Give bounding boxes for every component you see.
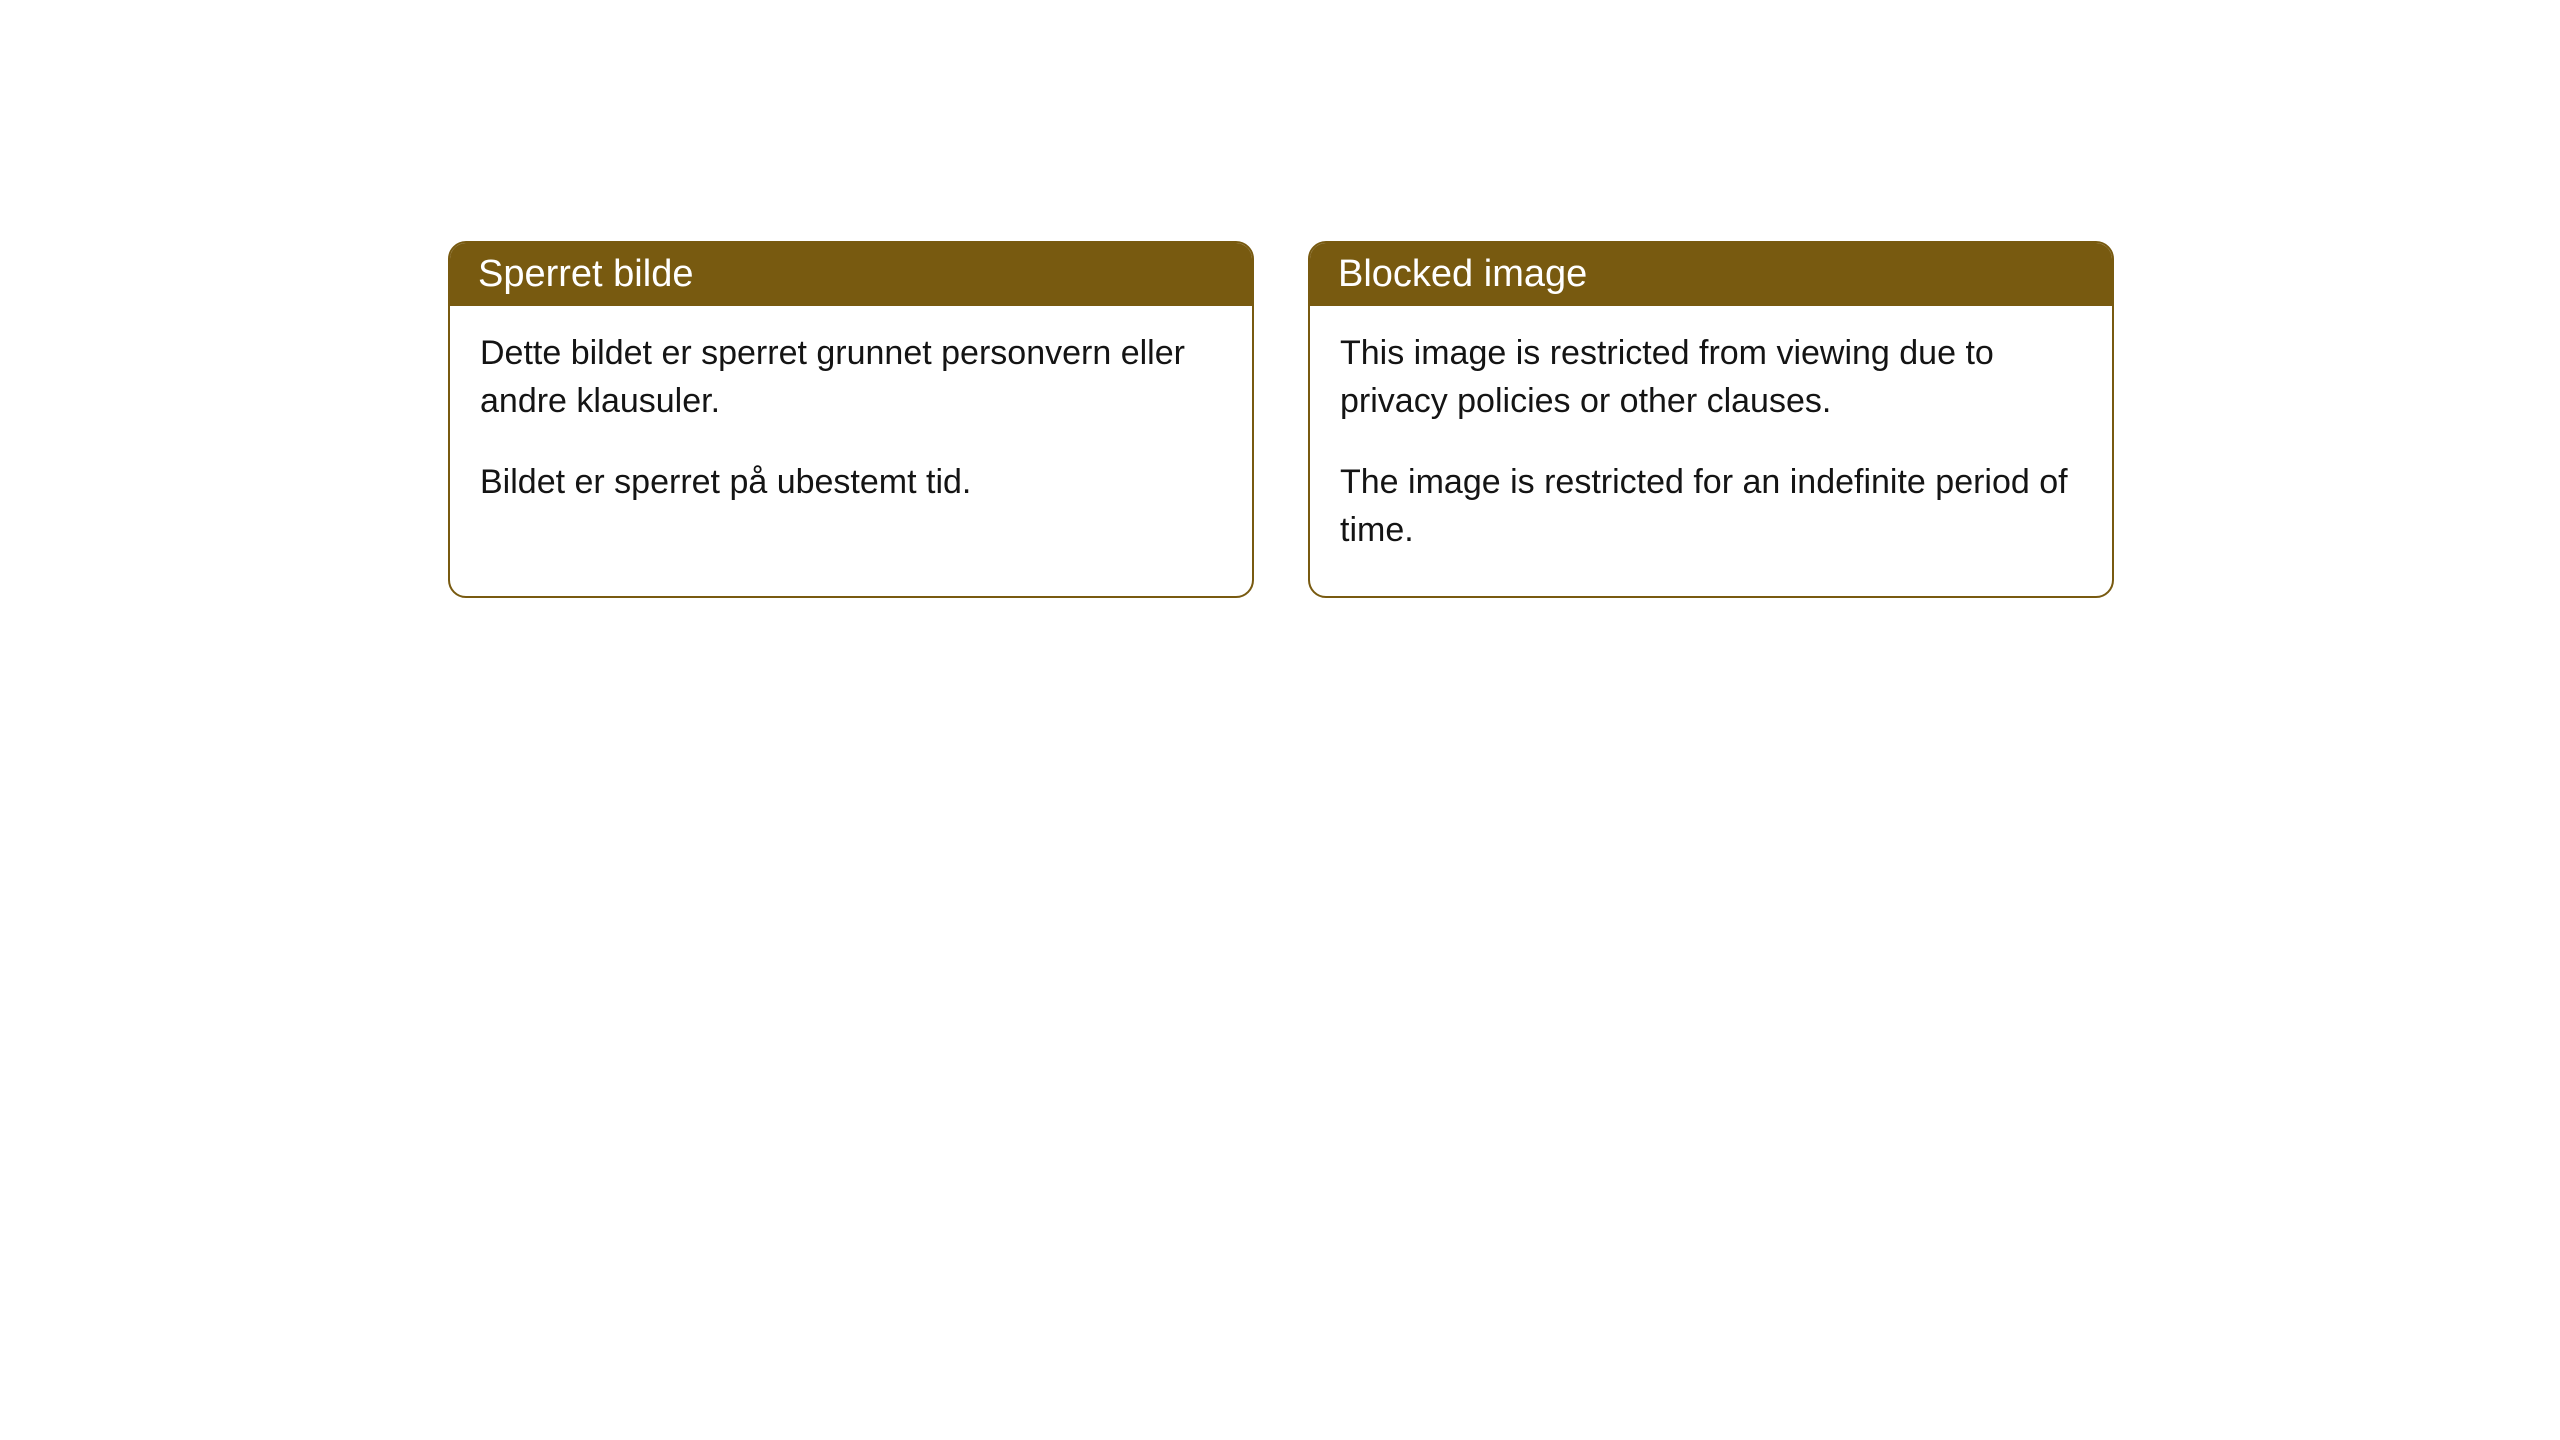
card-paragraph: The image is restricted for an indefinit… — [1340, 459, 2082, 554]
card-title: Sperret bilde — [478, 253, 693, 295]
card-paragraph: Dette bildet er sperret grunnet personve… — [480, 330, 1222, 425]
card-paragraph: Bildet er sperret på ubestemt tid. — [480, 459, 1222, 507]
card-title: Blocked image — [1338, 253, 1587, 295]
card-paragraph: This image is restricted from viewing du… — [1340, 330, 2082, 425]
notice-cards-container: Sperret bilde Dette bildet er sperret gr… — [448, 241, 2114, 598]
card-body: This image is restricted from viewing du… — [1310, 306, 2112, 596]
notice-card-english: Blocked image This image is restricted f… — [1308, 241, 2114, 598]
notice-card-norwegian: Sperret bilde Dette bildet er sperret gr… — [448, 241, 1254, 598]
card-header: Sperret bilde — [450, 243, 1252, 306]
card-body: Dette bildet er sperret grunnet personve… — [450, 306, 1252, 549]
card-header: Blocked image — [1310, 243, 2112, 306]
